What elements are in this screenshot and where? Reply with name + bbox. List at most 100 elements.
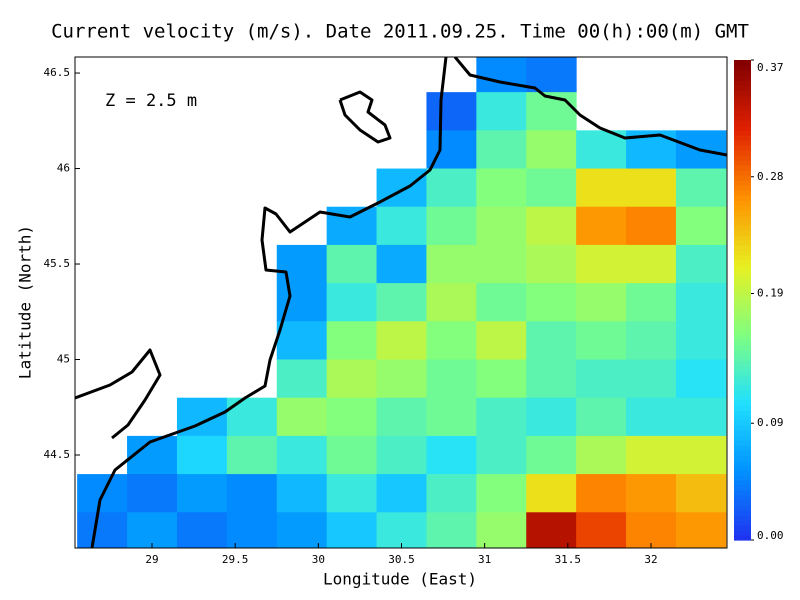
colorbar-step xyxy=(734,175,751,181)
velocity-cell xyxy=(675,435,727,475)
velocity-cell xyxy=(226,512,278,548)
colorbar-step xyxy=(734,315,751,321)
colorbar-step xyxy=(734,300,751,306)
velocity-cell xyxy=(276,474,328,513)
colorbar-step xyxy=(734,470,751,476)
colorbar-step xyxy=(734,210,751,216)
velocity-cell xyxy=(526,206,577,246)
velocity-cell xyxy=(326,435,378,475)
velocity-cell xyxy=(626,397,677,437)
velocity-cell xyxy=(626,359,677,399)
colorbar-step xyxy=(734,465,751,471)
velocity-cell xyxy=(326,359,378,399)
colorbar-step xyxy=(734,365,751,371)
velocity-cell xyxy=(426,206,477,246)
colorbar-step xyxy=(734,420,751,426)
velocity-cell xyxy=(626,512,677,548)
velocity-cell xyxy=(276,359,328,399)
y-tick-label: 45 xyxy=(57,353,70,366)
colorbar-step xyxy=(734,215,751,221)
colorbar-step xyxy=(734,480,751,486)
velocity-cell xyxy=(526,168,577,208)
velocity-cell xyxy=(675,474,727,513)
colorbar-step xyxy=(734,285,751,291)
colorbar-step xyxy=(734,530,751,536)
velocity-cell xyxy=(526,359,577,399)
coastline xyxy=(75,57,727,548)
velocity-cell xyxy=(127,512,178,548)
velocity-cell xyxy=(376,321,427,361)
velocity-cell xyxy=(576,206,627,246)
velocity-cell xyxy=(576,474,627,513)
velocity-cell xyxy=(476,206,527,246)
colorbar-step xyxy=(734,195,751,201)
colorbar-step xyxy=(734,495,751,501)
velocity-cell xyxy=(326,206,378,246)
colorbar-step xyxy=(734,485,751,491)
colorbar-step xyxy=(734,330,751,336)
velocity-cell xyxy=(675,512,727,548)
colorbar-step xyxy=(734,390,751,396)
colorbar-step xyxy=(734,230,751,236)
velocity-cell xyxy=(326,321,378,361)
colorbar-step xyxy=(734,80,751,86)
colorbar-step xyxy=(734,370,751,376)
colorbar-step xyxy=(734,265,751,271)
velocity-cell xyxy=(476,244,527,284)
colorbar-step xyxy=(734,500,751,506)
depth-annotation: Z = 2.5 m xyxy=(105,91,197,111)
colorbar-step xyxy=(734,535,751,541)
x-tick-label: 31.5 xyxy=(555,553,582,566)
x-axis-label: Longitude (East) xyxy=(323,570,477,589)
coast-line xyxy=(90,57,448,548)
colorbar-step xyxy=(734,295,751,301)
velocity-cell xyxy=(376,474,427,513)
velocity-cell xyxy=(426,92,477,131)
velocity-cell xyxy=(526,435,577,475)
velocity-cell xyxy=(576,283,627,322)
velocity-cell xyxy=(576,359,627,399)
colorbar-step xyxy=(734,290,751,296)
colorbar-step xyxy=(734,460,751,466)
colorbar-step xyxy=(734,140,751,146)
velocity-cell xyxy=(626,321,677,361)
colorbar-step xyxy=(734,130,751,136)
velocity-cell xyxy=(526,130,577,170)
colorbar-step xyxy=(734,135,751,141)
velocity-field xyxy=(77,57,727,548)
velocity-cell xyxy=(576,168,627,208)
colorbar-step xyxy=(734,240,751,246)
velocity-cell xyxy=(526,283,577,322)
velocity-cell xyxy=(376,206,427,246)
colorbar-step xyxy=(734,160,751,166)
velocity-cell xyxy=(576,244,627,284)
velocity-cell xyxy=(426,168,477,208)
colorbar-step xyxy=(734,165,751,171)
velocity-cell xyxy=(127,474,178,513)
velocity-cell xyxy=(226,474,278,513)
colorbar-step xyxy=(734,340,751,346)
colorbar-step xyxy=(734,65,751,71)
colorbar-step xyxy=(734,345,751,351)
colorbar-step xyxy=(734,120,751,126)
colorbar-step xyxy=(734,200,751,206)
velocity-cell xyxy=(176,474,228,513)
colorbar-step xyxy=(734,515,751,521)
velocity-cell xyxy=(526,244,577,284)
velocity-cell xyxy=(675,244,727,284)
x-tick-label: 32 xyxy=(644,553,657,566)
velocity-cell xyxy=(426,359,477,399)
velocity-cell xyxy=(176,512,228,548)
velocity-cell xyxy=(476,512,527,548)
velocity-cell xyxy=(476,130,527,170)
colorbar-step xyxy=(734,115,751,121)
velocity-cell xyxy=(476,168,527,208)
velocity-cell xyxy=(376,397,427,437)
colorbar-step xyxy=(734,350,751,356)
velocity-cell xyxy=(526,321,577,361)
velocity-cell xyxy=(226,435,278,475)
velocity-cell xyxy=(675,321,727,361)
colorbar-step xyxy=(734,320,751,326)
velocity-cell xyxy=(675,206,727,246)
